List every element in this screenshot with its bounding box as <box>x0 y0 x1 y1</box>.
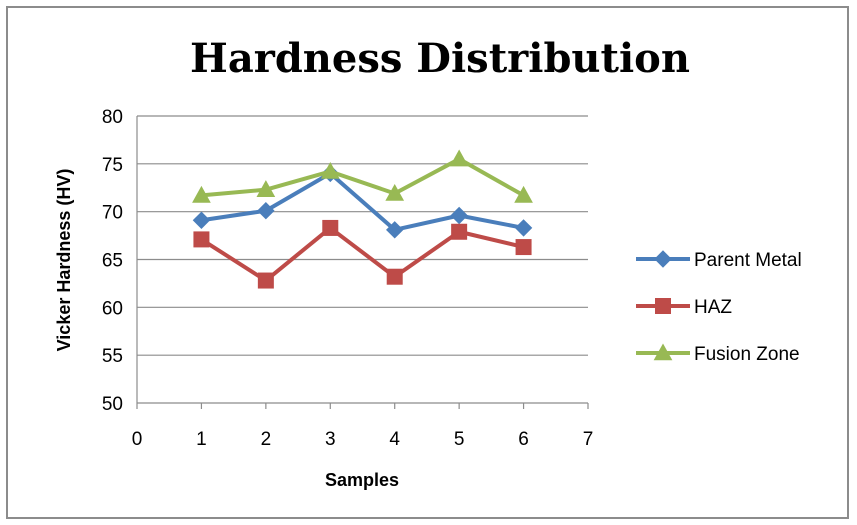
series-line-haz <box>200 225 525 283</box>
data-point-parent-metal-2 <box>257 202 275 220</box>
series-line-fusion-zone <box>201 157 525 198</box>
x-tick-label-7: 7 <box>583 429 594 450</box>
y-tick-label-75: 75 <box>102 155 123 176</box>
legend-marker-fusion-zone <box>653 343 673 361</box>
grid-lines <box>137 115 588 356</box>
x-tick-label-4: 4 <box>389 429 400 450</box>
chart-title: Hardness Distribution <box>190 35 690 82</box>
series-parent-metal <box>192 164 533 239</box>
y-tick-label-80: 80 <box>102 107 123 128</box>
data-point-haz-3 <box>322 219 339 236</box>
data-point-haz-1 <box>193 231 210 248</box>
legend-label-fusion-zone: Fusion Zone <box>694 344 800 365</box>
chart-frame <box>6 6 849 519</box>
y-axis-label: Vicker Hardness (HV) <box>54 169 74 352</box>
legend-marker-haz <box>655 298 671 314</box>
data-point-haz-6 <box>515 239 532 256</box>
y-tick-label-70: 70 <box>102 203 123 224</box>
tick-labels: 50 55 60 65 70 75 80 0 1 2 3 4 5 6 7 <box>102 107 593 450</box>
y-tick-label-55: 55 <box>102 346 123 367</box>
legend: Parent Metal HAZ Fusion Zone <box>636 250 802 365</box>
series-line-parent-metal <box>201 171 524 232</box>
data-point-fusion-zone-1 <box>192 185 211 203</box>
series-layer <box>192 149 533 289</box>
x-tick-label-0: 0 <box>132 429 143 450</box>
data-point-parent-metal-1 <box>192 211 211 229</box>
data-point-haz-4 <box>386 268 403 285</box>
series-haz <box>193 219 532 289</box>
data-point-haz-5 <box>451 223 468 240</box>
x-tick-label-5: 5 <box>454 429 465 450</box>
data-point-parent-metal-6 <box>514 219 533 237</box>
y-tick-label-65: 65 <box>102 251 123 272</box>
legend-marker-parent-metal <box>654 250 672 268</box>
x-axis-label: Samples <box>325 470 399 490</box>
data-point-parent-metal-5 <box>450 206 468 225</box>
y-tick-label-60: 60 <box>102 298 123 319</box>
data-point-parent-metal-4 <box>386 221 404 239</box>
data-point-fusion-zone-2 <box>256 180 276 197</box>
y-tick-label-50: 50 <box>102 394 123 415</box>
legend-label-haz: HAZ <box>694 297 732 318</box>
x-tick-label-1: 1 <box>196 429 207 450</box>
x-tick-label-3: 3 <box>325 429 336 450</box>
legend-item-haz: HAZ <box>636 297 732 318</box>
series-fusion-zone <box>192 149 533 203</box>
legend-label-parent-metal: Parent Metal <box>694 250 802 271</box>
legend-item-fusion-zone: Fusion Zone <box>636 343 800 365</box>
x-tick-label-2: 2 <box>261 429 272 450</box>
legend-item-parent-metal: Parent Metal <box>636 250 802 271</box>
x-tick-label-6: 6 <box>518 429 529 450</box>
data-point-fusion-zone-6 <box>514 185 533 203</box>
data-point-haz-2 <box>257 272 274 289</box>
data-point-fusion-zone-5 <box>449 149 469 167</box>
axes <box>136 116 589 409</box>
data-point-fusion-zone-4 <box>385 183 405 201</box>
data-point-fusion-zone-3 <box>320 161 340 179</box>
